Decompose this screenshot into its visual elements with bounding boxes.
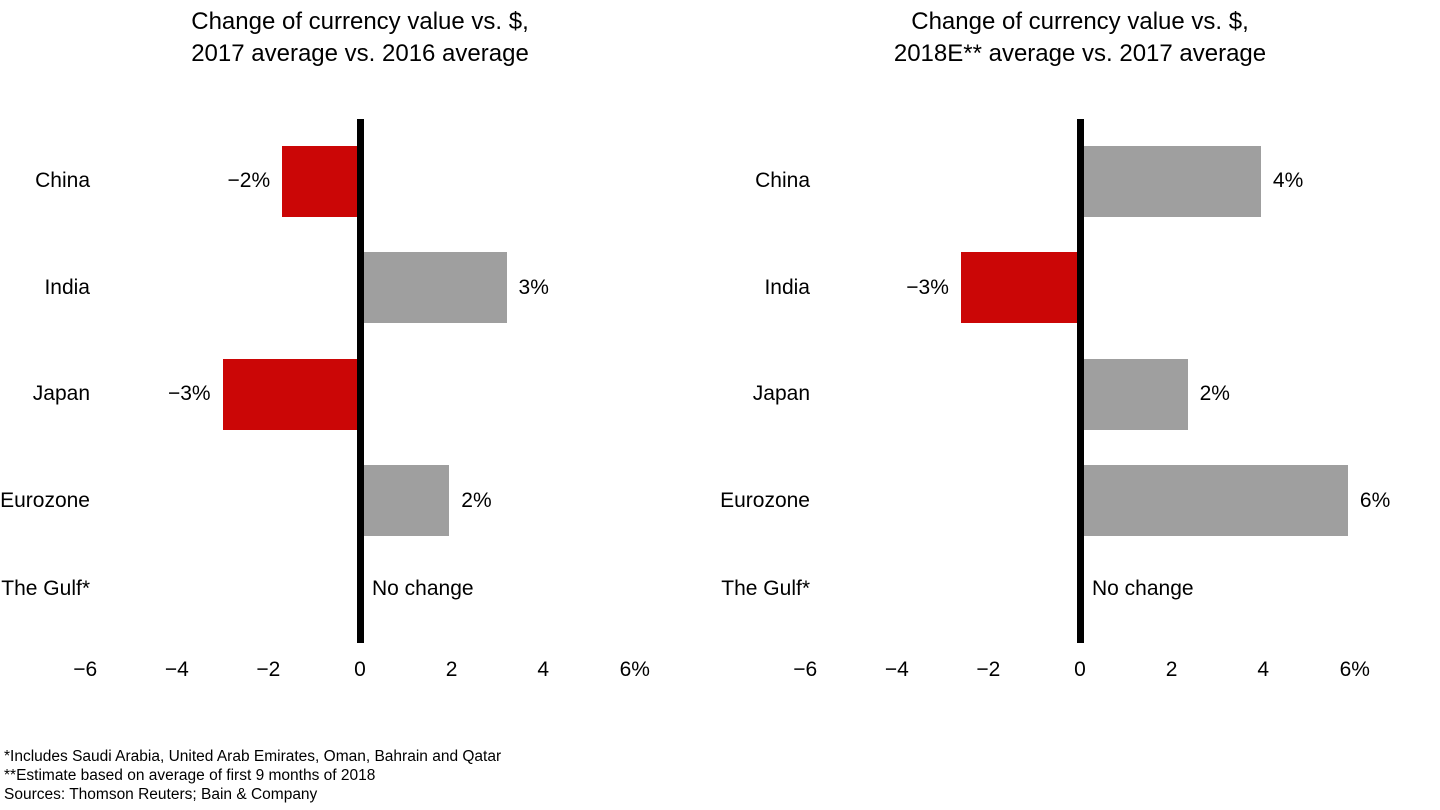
x-tick-label-2: 2 — [445, 658, 458, 681]
value-label-japan: −3% — [167, 382, 211, 405]
chart-title-line-1: Change of currency value vs. $, — [191, 8, 529, 35]
x-tick-label-0: 0 — [354, 658, 366, 681]
no-change-label-the-gulf: No change — [372, 577, 474, 600]
value-label-china: −2% — [227, 169, 271, 192]
x-tick-label-neg2: −2 — [976, 658, 1001, 681]
chart-title-line-1: Change of currency value vs. $, — [911, 8, 1249, 35]
footnotes: *Includes Saudi Arabia, United Arab Emir… — [4, 747, 501, 804]
category-label-japan: Japan — [32, 382, 90, 405]
x-tick-label-neg6: −6 — [73, 658, 98, 681]
category-label-eurozone: Eurozone — [720, 488, 810, 512]
chart-title: Change of currency value vs. $, 2018E** a… — [720, 6, 1440, 70]
zero-axis-line — [1076, 119, 1084, 643]
category-label-the-gulf: The Gulf* — [721, 577, 810, 600]
x-tick-label-2: 2 — [1165, 658, 1178, 681]
x-tick-label-4: 4 — [1257, 658, 1270, 681]
value-label-china: 4% — [1272, 169, 1304, 192]
chart-title-line-2: 2017 average vs. 2016 average — [191, 40, 529, 67]
value-label-india: −3% — [906, 275, 949, 299]
positive-bar-china — [1080, 145, 1261, 217]
x-tick-label-4: 4 — [537, 658, 550, 681]
negative-bar-china — [282, 145, 360, 217]
x-tick-label-neg4: −4 — [884, 658, 909, 681]
x-tick-label-neg2: −2 — [256, 658, 281, 681]
x-tick-label-0: 0 — [1074, 658, 1086, 681]
x-tick-label-6: 6% — [1339, 658, 1370, 681]
category-label-india: India — [764, 275, 810, 299]
x-tick-label-neg4: −4 — [164, 658, 189, 681]
x-tick-label-neg6: −6 — [793, 658, 818, 681]
no-change-label-the-gulf: No change — [1092, 577, 1194, 600]
category-label-india: India — [44, 275, 90, 299]
chart-title: Change of currency value vs. $, 2017 aver… — [0, 6, 720, 70]
chart-title-line-2: 2018E** average vs. 2017 average — [893, 40, 1267, 67]
negative-bar-india — [960, 252, 1080, 323]
footnote-gulf-definition: *Includes Saudi Arabia, United Arab Emir… — [4, 748, 502, 765]
category-label-eurozone: Eurozone — [0, 488, 90, 512]
zero-axis-line — [356, 119, 364, 643]
category-label-japan: Japan — [752, 382, 810, 405]
chart-2018e-vs-2017: Change of currency value vs. $, 2018E** a… — [720, 0, 1440, 710]
value-label-eurozone: 2% — [461, 488, 492, 512]
positive-bar-japan — [1080, 358, 1188, 430]
positive-bar-eurozone — [360, 465, 450, 536]
chart-2017-vs-2016: Change of currency value vs. $, 2017 aver… — [0, 0, 720, 710]
positive-bar-eurozone — [1080, 465, 1348, 536]
footnote-sources: Sources: Thomson Reuters; Bain & Company — [4, 786, 318, 803]
category-label-the-gulf: The Gulf* — [1, 577, 90, 600]
positive-bar-india — [360, 252, 507, 323]
x-tick-label-6: 6% — [619, 658, 650, 681]
negative-bar-japan — [222, 358, 360, 430]
footnote-estimate-basis: **Estimate based on average of first 9 m… — [4, 767, 376, 784]
value-label-india: 3% — [518, 275, 549, 299]
category-label-china: China — [35, 169, 90, 192]
value-label-eurozone: 6% — [1359, 488, 1391, 512]
category-label-china: China — [755, 169, 810, 192]
value-label-japan: 2% — [1199, 382, 1230, 405]
